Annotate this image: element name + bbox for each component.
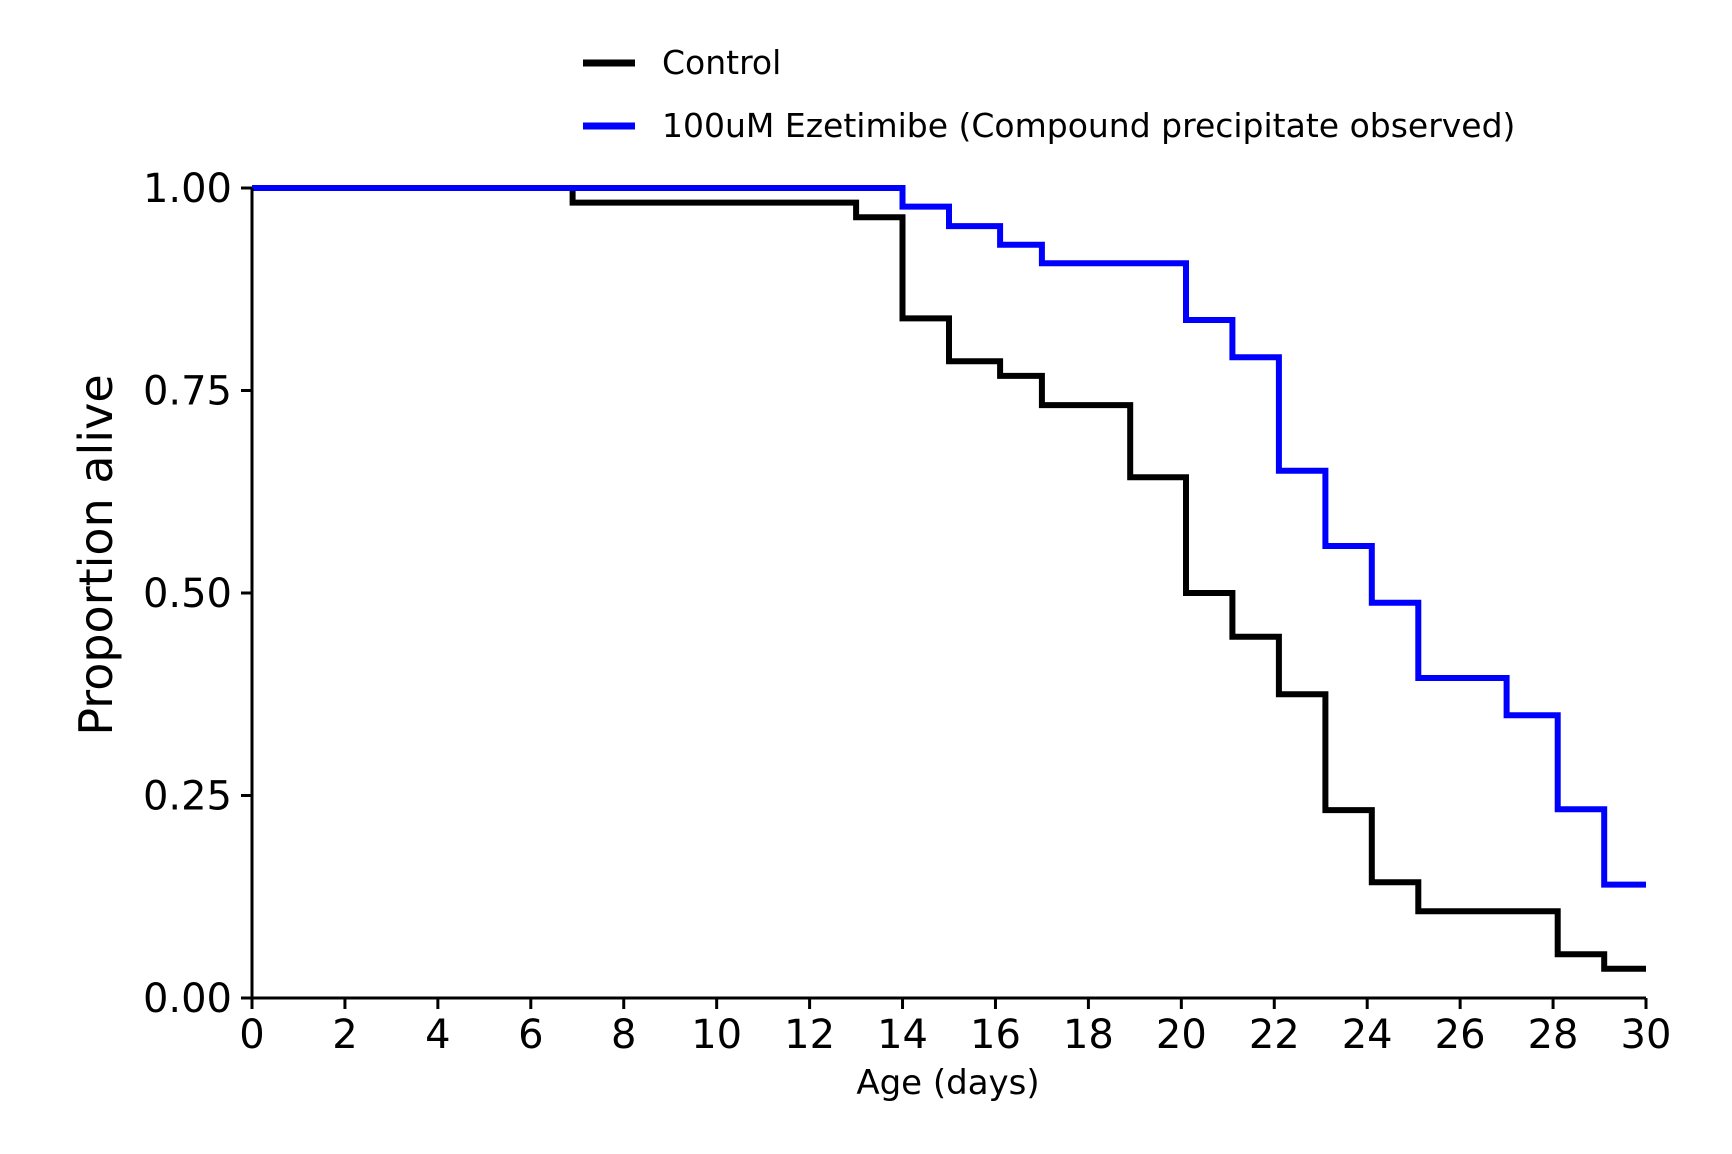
y-axis-title: Proportion alive: [69, 374, 123, 735]
y-tick-label: 0.50: [143, 571, 232, 617]
x-axis-title: Age (days): [856, 1063, 1039, 1103]
x-tick-label: 0: [239, 1012, 264, 1058]
series-line-control: [252, 185, 1646, 972]
y-tick-label: 0.25: [143, 774, 232, 820]
ticks-layer: 0 2 4 6 8 10 12 14 16 18 20 22 24 26 28 300.000.250.500…: [143, 166, 1672, 1058]
legend: Control 100uM Ezetimibe (Compound precip…: [583, 43, 1515, 145]
x-tick-label: 16: [970, 1012, 1021, 1058]
x-tick-label: 28: [1528, 1012, 1579, 1058]
y-tick-label: 0.75: [143, 369, 232, 415]
x-tick-label: 22: [1249, 1012, 1300, 1058]
y-tick-label: 0.00: [143, 976, 232, 1022]
x-tick-label: 2: [332, 1012, 357, 1058]
series-layer: [252, 185, 1646, 972]
legend-label-ezetimibe: 100uM Ezetimibe (Compound precipitate ob…: [662, 106, 1515, 145]
y-tick-label: 1.00: [143, 166, 232, 212]
x-tick-label: 20: [1156, 1012, 1207, 1058]
series-line-ezetimibe: [252, 185, 1646, 888]
x-tick-label: 10: [691, 1012, 742, 1058]
axes-layer: [250, 188, 1646, 1000]
legend-label-control: Control: [662, 43, 781, 82]
x-tick-label: 30: [1621, 1012, 1672, 1058]
x-tick-label: 26: [1435, 1012, 1486, 1058]
x-tick-label: 12: [784, 1012, 835, 1058]
x-tick-label: 18: [1063, 1012, 1114, 1058]
x-tick-label: 6: [518, 1012, 543, 1058]
x-tick-label: 8: [611, 1012, 636, 1058]
x-tick-label: 24: [1342, 1012, 1393, 1058]
x-tick-label: 4: [425, 1012, 450, 1058]
x-tick-label: 14: [877, 1012, 928, 1058]
